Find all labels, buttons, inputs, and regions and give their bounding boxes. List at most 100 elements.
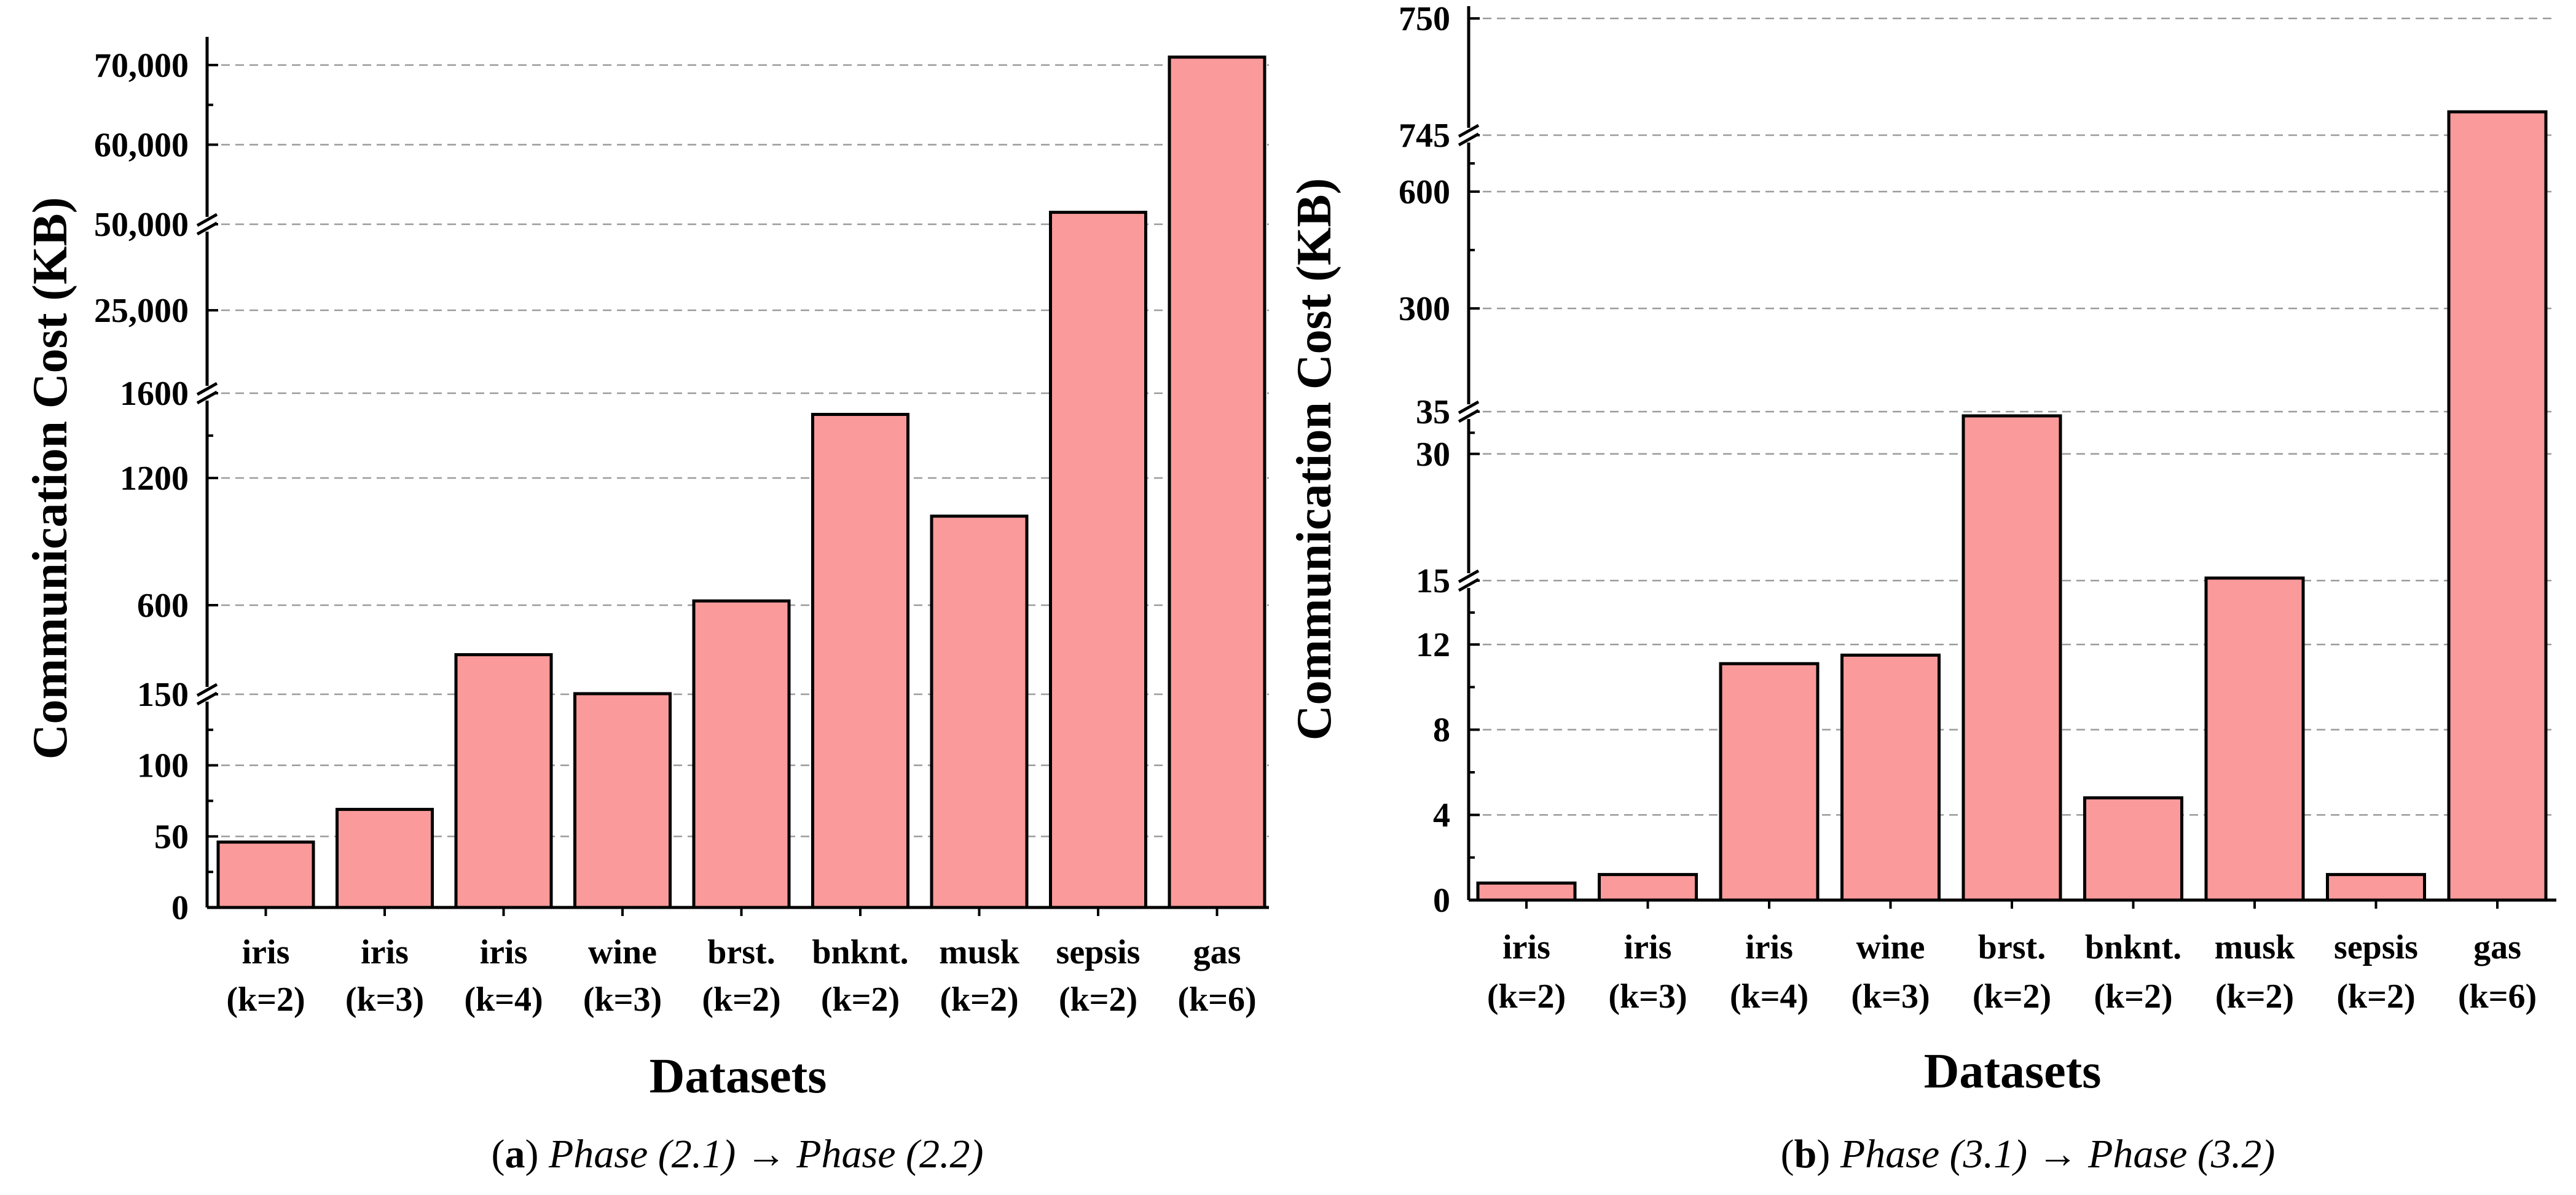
category-label-k: (k=4) xyxy=(1730,978,1808,1016)
axis-break-mark xyxy=(196,683,218,697)
y-axis-title: Communication Cost (KB) xyxy=(23,197,77,760)
category-label-k: (k=2) xyxy=(1487,978,1566,1016)
bar-iris-k2 xyxy=(216,840,315,909)
bar-iris-k4 xyxy=(1719,662,1820,902)
category-label-k: (k=2) xyxy=(2336,978,2415,1016)
y-tick-label: 15 xyxy=(1416,562,1450,600)
bar-wine-k3 xyxy=(1840,653,1941,902)
axis-break-mark xyxy=(1458,400,1480,415)
y-tick-label: 8 xyxy=(1433,711,1450,750)
y-tick-label: 150 xyxy=(137,676,189,714)
y-tick-label: 750 xyxy=(1399,0,1450,38)
y-tick-label: 1600 xyxy=(120,375,189,413)
category-label-name: iris xyxy=(480,933,528,971)
bar-iris-k2 xyxy=(1476,881,1577,902)
category-label-name: musk xyxy=(2215,928,2296,966)
category-label-name: brst. xyxy=(707,933,775,971)
y-tick-label: 30 xyxy=(1416,436,1450,474)
category-label-k: (k=2) xyxy=(1059,981,1137,1019)
bar-brst-k2 xyxy=(692,599,791,909)
category-label-k: (k=2) xyxy=(2215,978,2294,1016)
x-axis-title: Datasets xyxy=(650,1049,827,1103)
category-label-name: brst. xyxy=(1978,928,2046,966)
axis-break-mark xyxy=(1458,132,1480,147)
bar-sepsis-k2 xyxy=(2326,872,2426,902)
caption-b: (b) Phase (3.1) → Phase (3.2) xyxy=(1781,1132,2276,1177)
bar-gas-k6 xyxy=(2447,110,2548,902)
category-label-k: (k=2) xyxy=(2094,978,2172,1016)
chart-panel-a: 0 50 100 150 600 1200 1600 25,000 50,000 60,000 70… xyxy=(23,37,1269,1103)
axis-break-mark xyxy=(196,221,218,236)
category-label-name: musk xyxy=(939,933,1020,971)
category-label-k: (k=3) xyxy=(345,981,424,1019)
axis-break-mark xyxy=(196,691,218,706)
category-label-name: bnknt. xyxy=(2085,928,2181,966)
category-label-k: (k=2) xyxy=(821,981,900,1019)
category-label-name: wine xyxy=(588,933,657,971)
category-label-k: (k=2) xyxy=(226,981,305,1019)
y-tick-label: 600 xyxy=(1399,173,1450,211)
category-label-k: (k=2) xyxy=(702,981,780,1019)
bars xyxy=(1476,110,2548,902)
x-axis-category-labels: iris (k=2) iris (k=3) iris (k=4) wine (k=3) brst… xyxy=(226,933,1256,1019)
category-label-name: iris xyxy=(1502,928,1550,966)
category-label-name: gas xyxy=(2473,928,2521,966)
chart-panel-b: 0 4 8 12 15 30 35 300 600 745 750 iris (k=2) iris (k=3… xyxy=(1287,0,2556,1099)
y-tick-label: 50 xyxy=(154,818,189,856)
x-axis-title: Datasets xyxy=(1924,1044,2102,1099)
bar-brst-k2 xyxy=(1961,414,2062,902)
category-label-name: wine xyxy=(1856,928,1925,966)
axis-break-mark xyxy=(196,382,218,396)
category-label-k: (k=2) xyxy=(1973,978,2051,1016)
category-label-k: (k=4) xyxy=(464,981,543,1019)
y-tick-label: 4 xyxy=(1433,796,1450,834)
axis-break-mark xyxy=(196,390,218,405)
caption-a: (a) Phase (2.1) → Phase (2.2) xyxy=(492,1132,984,1177)
y-tick-label: 0 xyxy=(1433,882,1450,920)
axis-break-mark xyxy=(1458,123,1480,138)
y-axis-title: Communication Cost (KB) xyxy=(1287,178,1341,741)
category-label-name: iris xyxy=(1745,928,1793,966)
y-axis-tick-labels: 0 50 100 150 600 1200 1600 25,000 50,000 60,000 70… xyxy=(94,47,189,927)
category-label-name: iris xyxy=(242,933,290,971)
y-tick-label: 300 xyxy=(1399,290,1450,328)
y-tick-label: 0 xyxy=(171,889,189,927)
y-tick-label: 60,000 xyxy=(94,126,189,164)
bars xyxy=(216,55,1266,909)
category-label-k: (k=2) xyxy=(940,981,1018,1019)
gridlines xyxy=(207,64,1269,837)
y-tick-label: 25,000 xyxy=(94,292,189,330)
category-label-name: bnknt. xyxy=(812,933,908,971)
category-label-name: iris xyxy=(1624,928,1672,966)
y-axis-tick-labels: 0 4 8 12 15 30 35 300 600 745 750 xyxy=(1399,0,1450,920)
bar-sepsis-k2 xyxy=(1049,211,1147,909)
category-label-name: gas xyxy=(1193,933,1241,971)
axis-break-mark xyxy=(1458,578,1480,592)
bar-musk-k2 xyxy=(2204,576,2305,902)
bar-bnknt-k2 xyxy=(2083,796,2183,902)
category-label-k: (k=3) xyxy=(583,981,662,1019)
axis-break-mark xyxy=(196,213,218,227)
axis-break-mark xyxy=(1458,409,1480,423)
y-tick-label: 600 xyxy=(137,587,189,625)
category-label-k: (k=3) xyxy=(1851,978,1930,1016)
y-tick-label: 35 xyxy=(1416,393,1450,431)
category-label-name: iris xyxy=(361,933,409,971)
y-tick-label: 1200 xyxy=(120,460,189,498)
y-tick-label: 745 xyxy=(1399,117,1450,155)
bar-wine-k3 xyxy=(573,692,672,909)
category-label-k: (k=6) xyxy=(2458,978,2537,1016)
bar-musk-k2 xyxy=(930,514,1029,909)
y-tick-label: 12 xyxy=(1416,626,1450,664)
y-tick-label: 100 xyxy=(137,747,189,785)
category-label-name: sepsis xyxy=(2334,928,2418,966)
bar-iris-k4 xyxy=(454,653,553,909)
category-label-name: sepsis xyxy=(1056,933,1141,971)
x-axis-category-labels: iris (k=2) iris (k=3) iris (k=4) wine (k=3) brst… xyxy=(1487,928,2537,1016)
y-tick-label: 50,000 xyxy=(94,206,189,244)
category-label-k: (k=6) xyxy=(1177,981,1256,1019)
bar-iris-k3 xyxy=(336,807,434,909)
bar-bnknt-k2 xyxy=(811,413,909,909)
category-label-k: (k=3) xyxy=(1608,978,1687,1016)
